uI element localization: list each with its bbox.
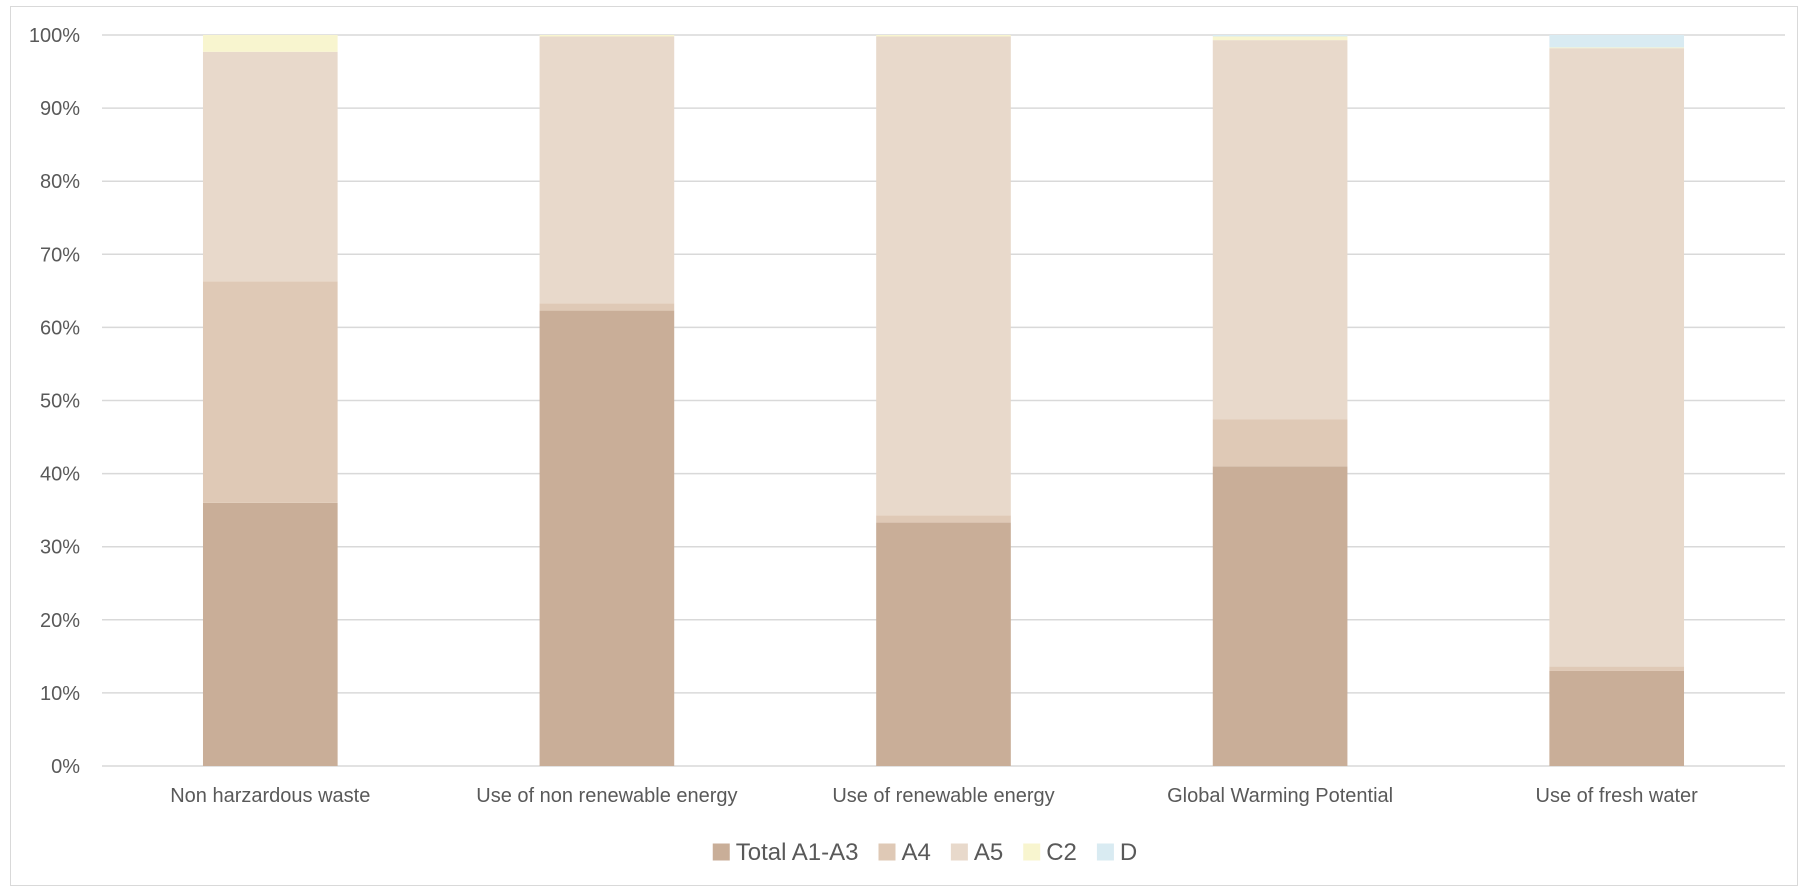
- bar-segment-a5: [539, 36, 675, 304]
- legend: Total A1-A3 A4 A5 C2 D: [712, 839, 1137, 866]
- bar-segment-c2: [876, 35, 1011, 37]
- legend-label: A4: [902, 839, 931, 866]
- bar-segment-total-a1-a3: [202, 502, 338, 766]
- bar-segment-a4: [876, 515, 1011, 523]
- bar-segment-a5: [202, 51, 338, 282]
- legend-swatch: [1023, 843, 1041, 861]
- chart-frame: [10, 6, 1798, 886]
- y-tick-label: 80%: [40, 171, 80, 193]
- y-tick-label: 50%: [40, 391, 80, 413]
- bar-segment-total-a1-a3: [1549, 670, 1685, 766]
- y-tick-label: 70%: [40, 244, 80, 266]
- y-tick-label: 40%: [40, 464, 80, 486]
- bar-segment-a4: [539, 303, 675, 311]
- legend-label: Total A1-A3: [736, 839, 859, 866]
- legend-swatch: [1096, 843, 1114, 861]
- y-tick-label: 20%: [40, 610, 80, 632]
- y-tick-label: 10%: [40, 683, 80, 705]
- bar-segment-a4: [1549, 666, 1685, 671]
- x-category-label: Global Warming Potential: [1167, 785, 1393, 807]
- bar-segment-a4: [202, 281, 338, 503]
- y-axis-tick-labels: 0% 10% 20% 30% 40% 50% 60% 70% 80% 90% 100%: [29, 25, 80, 778]
- legend-swatch: [878, 843, 896, 861]
- bar-segment-d: [1549, 35, 1685, 48]
- bar-segment-c2: [1549, 47, 1685, 49]
- legend-swatch: [712, 843, 730, 861]
- y-tick-label: 90%: [40, 98, 80, 120]
- x-category-label: Non harzardous waste: [170, 785, 370, 807]
- x-category-label: Use of renewable energy: [832, 785, 1054, 807]
- legend-swatch: [950, 843, 968, 861]
- bar-segment-total-a1-a3: [876, 522, 1011, 766]
- legend-label: A5: [974, 839, 1003, 866]
- bar-segment-a5: [1549, 48, 1685, 667]
- bar-segment-c2: [1212, 36, 1348, 41]
- x-axis-category-labels: Non harzardous waste Use of non renewable…: [170, 785, 1698, 807]
- y-tick-label: 100%: [29, 25, 80, 47]
- y-tick-label: 60%: [40, 317, 80, 339]
- bar-segment-a5: [1212, 40, 1348, 420]
- bar-segment-c2: [202, 35, 338, 52]
- bars: [202, 35, 1685, 766]
- bar-segment-total-a1-a3: [539, 310, 675, 766]
- bar-segment-c2: [539, 35, 675, 37]
- legend-label: C2: [1046, 839, 1077, 866]
- x-category-label: Use of fresh water: [1536, 785, 1699, 807]
- legend-label: D: [1120, 839, 1137, 866]
- bar-segment-total-a1-a3: [1212, 466, 1348, 766]
- y-tick-label: 30%: [40, 537, 80, 559]
- bar-segment-a4: [1212, 419, 1348, 467]
- bar-segment-a5: [876, 36, 1011, 516]
- y-tick-label: 0%: [51, 756, 80, 778]
- bar-segment-d: [1212, 35, 1348, 37]
- x-category-label: Use of non renewable energy: [476, 785, 737, 807]
